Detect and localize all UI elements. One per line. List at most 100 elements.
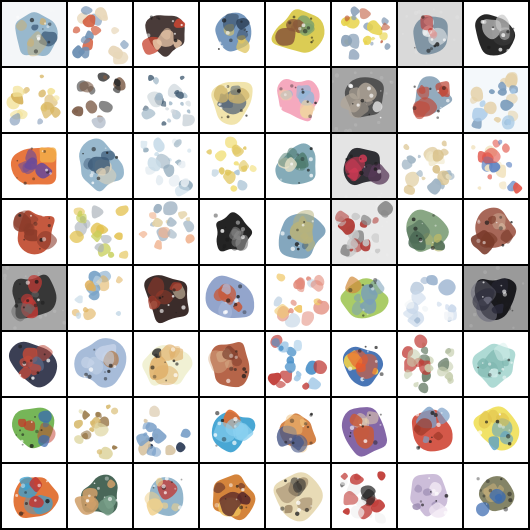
highlight-dot xyxy=(311,39,315,42)
detail-blob xyxy=(27,275,42,294)
highlight-dot xyxy=(374,359,378,363)
highlight-dot xyxy=(43,150,46,153)
tile-artwork xyxy=(340,6,391,60)
highlight-dot xyxy=(22,306,25,309)
tile-artwork xyxy=(73,404,119,460)
detail-blob xyxy=(160,502,169,509)
scatter-fragment xyxy=(472,107,488,122)
highlight-dot xyxy=(482,494,486,498)
tile-artwork xyxy=(2,2,66,66)
highlight-dot xyxy=(284,440,288,444)
highlight-dot xyxy=(239,109,243,113)
detail-blob xyxy=(351,301,365,316)
highlight-dot xyxy=(146,33,151,38)
scatter-fragment xyxy=(91,116,106,129)
tile-artwork xyxy=(140,137,193,197)
generated-image-tile xyxy=(266,332,330,396)
background-speckle xyxy=(389,80,392,83)
detail-blob xyxy=(488,436,500,451)
highlight-dot xyxy=(360,98,365,103)
highlight-dot xyxy=(104,476,109,481)
background-speckle xyxy=(10,54,13,57)
tile-artwork xyxy=(74,338,127,388)
highlight-dot xyxy=(308,114,312,119)
highlight-dot xyxy=(90,170,95,175)
highlight-dot xyxy=(297,508,301,512)
generated-image-tile xyxy=(200,68,264,132)
generated-image-tile xyxy=(68,266,132,330)
highlight-dot xyxy=(298,27,302,31)
highlight-dot xyxy=(374,161,378,166)
highlight-dot xyxy=(418,508,421,511)
highlight-dot xyxy=(156,15,160,20)
highlight-dot xyxy=(47,40,51,44)
scatter-fragment xyxy=(438,279,456,296)
highlight-dot xyxy=(248,486,251,488)
detail-blob xyxy=(237,35,246,44)
scatter-fragment xyxy=(350,6,360,17)
tile-artwork xyxy=(11,407,56,449)
scatter-fragment xyxy=(94,422,109,437)
scatter-fragment xyxy=(347,33,360,49)
scatter-fragment xyxy=(444,371,454,382)
highlight-dot xyxy=(280,506,285,511)
highlight-dot xyxy=(235,484,239,488)
background-speckle xyxy=(62,320,66,325)
generated-image-tile xyxy=(68,398,132,462)
scatter-fragment xyxy=(38,89,46,98)
highlight-dot xyxy=(33,49,39,54)
generated-image-tile xyxy=(266,398,330,462)
highlight-dot xyxy=(379,413,382,416)
highlight-dot xyxy=(379,372,384,377)
detail-blob xyxy=(359,298,377,314)
scatter-fragment xyxy=(483,101,497,115)
highlight-dot xyxy=(501,367,505,371)
tile-artwork xyxy=(8,341,58,388)
generated-image-tile xyxy=(398,398,462,462)
highlight-dot xyxy=(218,41,222,45)
background-speckle xyxy=(414,50,418,54)
background-speckle xyxy=(52,9,55,13)
background-speckle xyxy=(496,124,501,129)
tile-artwork xyxy=(340,276,389,319)
highlight-dot xyxy=(173,48,175,51)
highlight-dot xyxy=(221,436,227,442)
detail-blob xyxy=(355,353,378,379)
scatter-fragment xyxy=(79,81,94,93)
scatter-fragment xyxy=(418,382,429,394)
highlight-dot xyxy=(104,371,106,373)
generated-image-tile xyxy=(134,464,198,528)
background-speckle xyxy=(468,84,471,87)
detail-blob xyxy=(236,28,249,41)
highlight-dot xyxy=(224,226,227,229)
scatter-fragment xyxy=(142,421,151,430)
highlight-dot xyxy=(24,491,27,494)
highlight-dot xyxy=(374,345,378,350)
scatter-fragment xyxy=(381,17,389,26)
scatter-fragment xyxy=(110,407,119,415)
highlight-dot xyxy=(242,367,246,371)
highlight-dot xyxy=(417,446,420,449)
scatter-fragment xyxy=(317,299,323,304)
highlight-dot xyxy=(440,106,442,109)
highlight-dot xyxy=(164,476,169,481)
highlight-dot xyxy=(226,298,231,303)
detail-blob xyxy=(42,420,50,428)
scatter-fragment xyxy=(115,310,122,316)
scatter-fragment xyxy=(98,446,113,460)
background-speckle xyxy=(472,312,477,317)
highlight-dot xyxy=(228,483,233,488)
highlight-dot xyxy=(302,28,308,34)
scatter-fragment xyxy=(437,366,449,377)
highlight-dot xyxy=(498,371,501,375)
highlight-dot xyxy=(279,178,283,181)
highlight-dot xyxy=(379,116,382,119)
background-speckle xyxy=(428,12,430,14)
background-speckle xyxy=(394,68,396,69)
background-speckle xyxy=(417,9,421,14)
background-speckle xyxy=(358,193,360,196)
scatter-fragment xyxy=(173,139,182,148)
highlight-dot xyxy=(477,430,483,435)
highlight-dot xyxy=(219,106,223,110)
highlight-dot xyxy=(244,370,248,374)
